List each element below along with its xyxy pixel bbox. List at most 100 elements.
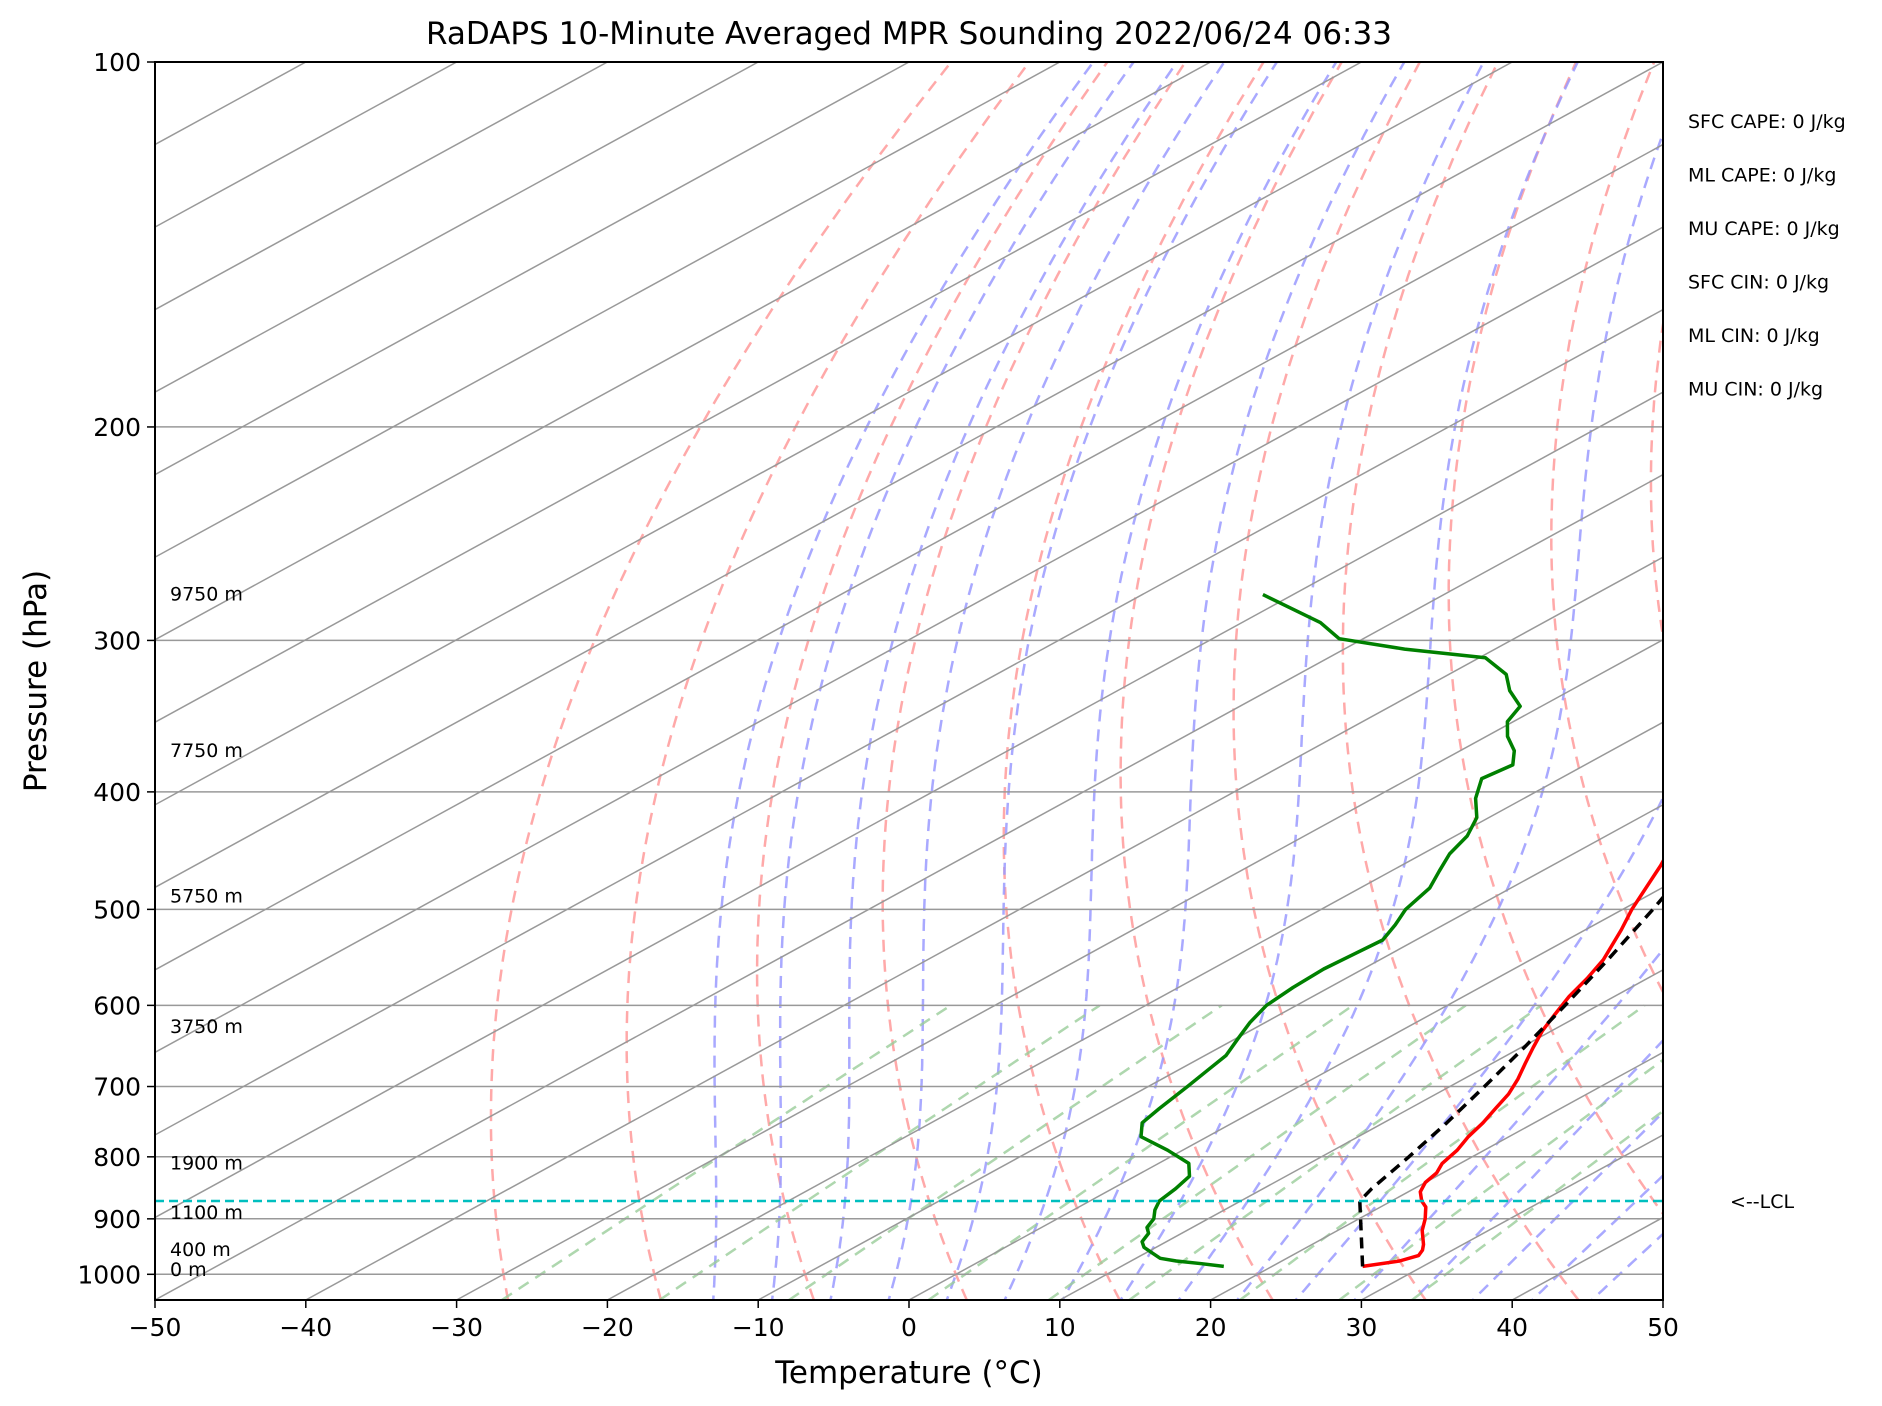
mixing-ratio-line: [1411, 1109, 1663, 1300]
isotherm-line: [1361, 1134, 1663, 1300]
y-tick-label: 100: [93, 48, 141, 77]
isotherm-line: [1210, 1051, 1663, 1300]
isotherm-line: [908, 886, 1663, 1300]
isotherm-line: [155, 473, 1663, 1300]
y-tick-label: 900: [93, 1205, 141, 1234]
background-lines: [155, 62, 1882, 1300]
mixing-ratio-line: [1239, 1004, 1646, 1300]
isotherm-line: [155, 62, 1663, 889]
moist-adiabat-line: [1003, 62, 1338, 1300]
dry-adiabat-line: [489, 62, 953, 1300]
x-tick-label: 0: [901, 1313, 917, 1342]
y-tick-label: 700: [93, 1073, 141, 1102]
x-tick-label: −30: [430, 1313, 483, 1342]
x-tick-label: 30: [1345, 1313, 1377, 1342]
moist-adiabat-line: [1411, 1038, 1663, 1300]
height-label: 0 m: [170, 1259, 207, 1281]
chart-title: RaDAPS 10-Minute Averaged MPR Sounding 2…: [426, 16, 1392, 52]
x-tick-label: 40: [1496, 1313, 1528, 1342]
isotherm-line: [607, 721, 1663, 1300]
isotherm-line: [155, 62, 1061, 559]
parameter-text: SFC CAPE: 0 J/kg: [1688, 111, 1846, 133]
parameter-text: SFC CIN: 0 J/kg: [1688, 272, 1829, 294]
isotherm-line: [1662, 1299, 1663, 1300]
x-tick-label: −10: [732, 1313, 785, 1342]
moist-adiabat-line: [887, 62, 1226, 1300]
dry-adiabat-line: [1842, 62, 1882, 1300]
isotherm-line: [155, 308, 1663, 1136]
dry-adiabat-line: [1748, 62, 1882, 1300]
dry-adiabat-line: [1119, 62, 1343, 1300]
moist-adiabat-line: [1471, 1110, 1663, 1300]
isotherm-line: [1511, 1216, 1663, 1300]
moist-adiabat-line: [1590, 1232, 1663, 1300]
height-label: 1100 m: [170, 1202, 243, 1224]
dry-adiabat-line: [625, 62, 1031, 1300]
x-tick-label: 10: [1044, 1313, 1076, 1342]
mixing-ratio-line: [788, 1004, 1223, 1300]
moist-adiabat-line: [1177, 62, 1579, 1300]
isotherm-line: [155, 62, 1211, 641]
dry-adiabat-line: [1232, 62, 1427, 1300]
x-axis-label: Temperature (°C): [774, 1355, 1043, 1391]
isotherm-line: [155, 62, 1513, 806]
isotherm-line: [155, 391, 1663, 1219]
moist-adiabat-line: [770, 62, 1135, 1300]
isotherm-line: [155, 62, 608, 311]
dry-adiabat-line: [755, 62, 1109, 1300]
isotherm-line: [155, 143, 1663, 971]
isotherm-line: [155, 62, 457, 228]
parameter-text: MU CAPE: 0 J/kg: [1688, 218, 1840, 240]
x-tick-label: −40: [279, 1313, 332, 1342]
dry-adiabat-line: [1447, 62, 1663, 1216]
moist-adiabat-line: [945, 62, 1278, 1300]
isotherm-line: [155, 62, 910, 476]
moist-adiabat-line: [1235, 129, 1663, 1300]
isotherm-line: [155, 226, 1663, 1054]
x-tick-label: −20: [581, 1313, 634, 1342]
parameter-text: MU CIN: 0 J/kg: [1688, 379, 1823, 401]
x-tick-label: −50: [129, 1313, 182, 1342]
y-tick-label: 1000: [77, 1260, 141, 1289]
isotherm-line: [155, 62, 759, 393]
isotherm-line: [1059, 969, 1663, 1300]
mixing-ratio-line: [1338, 1058, 1663, 1300]
x-tick-label: 50: [1647, 1313, 1679, 1342]
moist-adiabat-line: [712, 62, 1095, 1300]
parameter-text: ML CIN: 0 J/kg: [1688, 325, 1820, 347]
dry-adiabat-line: [1649, 316, 1663, 645]
y-tick-label: 600: [93, 991, 141, 1020]
dry-adiabat-line: [1550, 62, 1663, 995]
moist-adiabat-line: [1294, 794, 1663, 1300]
y-axis-label: Pressure (hPa): [18, 570, 54, 792]
moist-adiabat-line: [1061, 62, 1406, 1300]
mixing-ratio-line: [927, 1004, 1354, 1300]
parcel-line: [1358, 894, 1663, 1267]
temperature-line: [1362, 857, 1663, 1269]
height-label: 9750 m: [170, 584, 243, 606]
height-label: 3750 m: [170, 1016, 243, 1038]
y-tick-label: 800: [93, 1143, 141, 1172]
height-label: 5750 m: [170, 886, 243, 908]
dewpoint-line: [1139, 593, 1522, 1269]
x-tick-label: 20: [1195, 1313, 1227, 1342]
moist-adiabat-line: [829, 62, 1179, 1300]
height-label: 400 m: [170, 1239, 231, 1261]
moist-adiabat-line: [1352, 947, 1663, 1300]
mixing-ratio-line: [658, 1004, 1101, 1300]
moist-adiabat-line: [1119, 62, 1485, 1300]
mixing-ratio-line: [1048, 1004, 1467, 1300]
moist-adiabat-line: [1530, 1173, 1663, 1300]
parameter-text: ML CAPE: 0 J/kg: [1688, 165, 1836, 187]
sounding-series: [155, 593, 1663, 1269]
axis-ticks: −50 −40 −30 −20 −10 0 10 20 30 40 50 100 200 300 400 50…: [77, 48, 1679, 1342]
y-tick-label: 500: [93, 895, 141, 924]
isotherm-line: [456, 638, 1663, 1300]
y-tick-label: 300: [93, 626, 141, 655]
y-tick-label: 400: [93, 778, 141, 807]
isotherm-line: [155, 62, 1362, 724]
lcl-label: <--LCL: [1730, 1191, 1794, 1213]
isotherm-line: [1814, 62, 1882, 1300]
dry-adiabat-line: [881, 62, 1187, 1300]
